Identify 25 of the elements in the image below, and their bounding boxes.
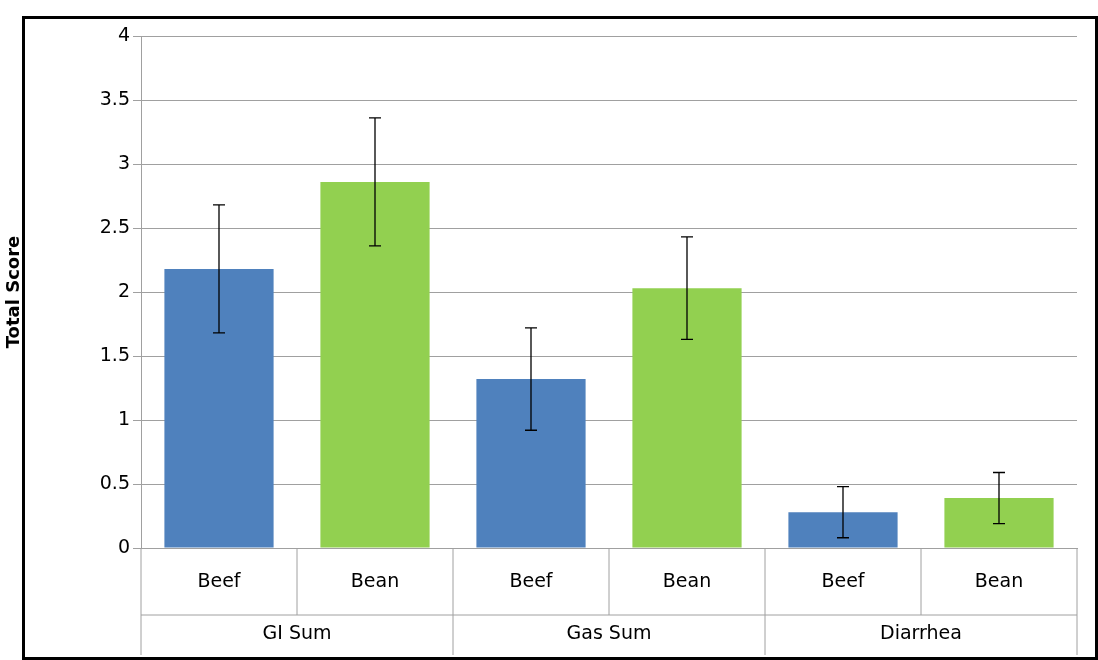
y-tick-label: 1: [117, 406, 130, 429]
bar: [632, 288, 742, 548]
y-tick-label: 0: [117, 534, 130, 557]
y-tick-label: 0.5: [99, 470, 130, 493]
text: Bean: [974, 568, 1024, 591]
bar: [476, 379, 586, 548]
bar: [320, 181, 430, 548]
y-tick-label: 3: [117, 150, 130, 173]
bar: [164, 268, 274, 548]
y-tick-label: 1.5: [99, 342, 130, 365]
x-tick-label: GI Sum: [262, 620, 332, 643]
y-tick-label: 2.5: [99, 214, 130, 237]
x-tick-label: Diarrhea: [880, 620, 962, 643]
series-label: Beef: [197, 568, 242, 591]
y-tick-label: 2: [117, 278, 130, 301]
text: Beef: [821, 568, 865, 591]
y-tick-label: 4: [117, 22, 130, 45]
y-tick-label: 3.5: [99, 86, 130, 109]
text: Beef: [509, 568, 553, 591]
y-axis-title: Total Score: [2, 235, 24, 349]
series-label: Bean: [350, 568, 400, 591]
text: Bean: [662, 568, 712, 591]
x-tick-label: Gas Sum: [566, 620, 652, 643]
bar: [944, 498, 1054, 548]
bar: [788, 512, 898, 548]
